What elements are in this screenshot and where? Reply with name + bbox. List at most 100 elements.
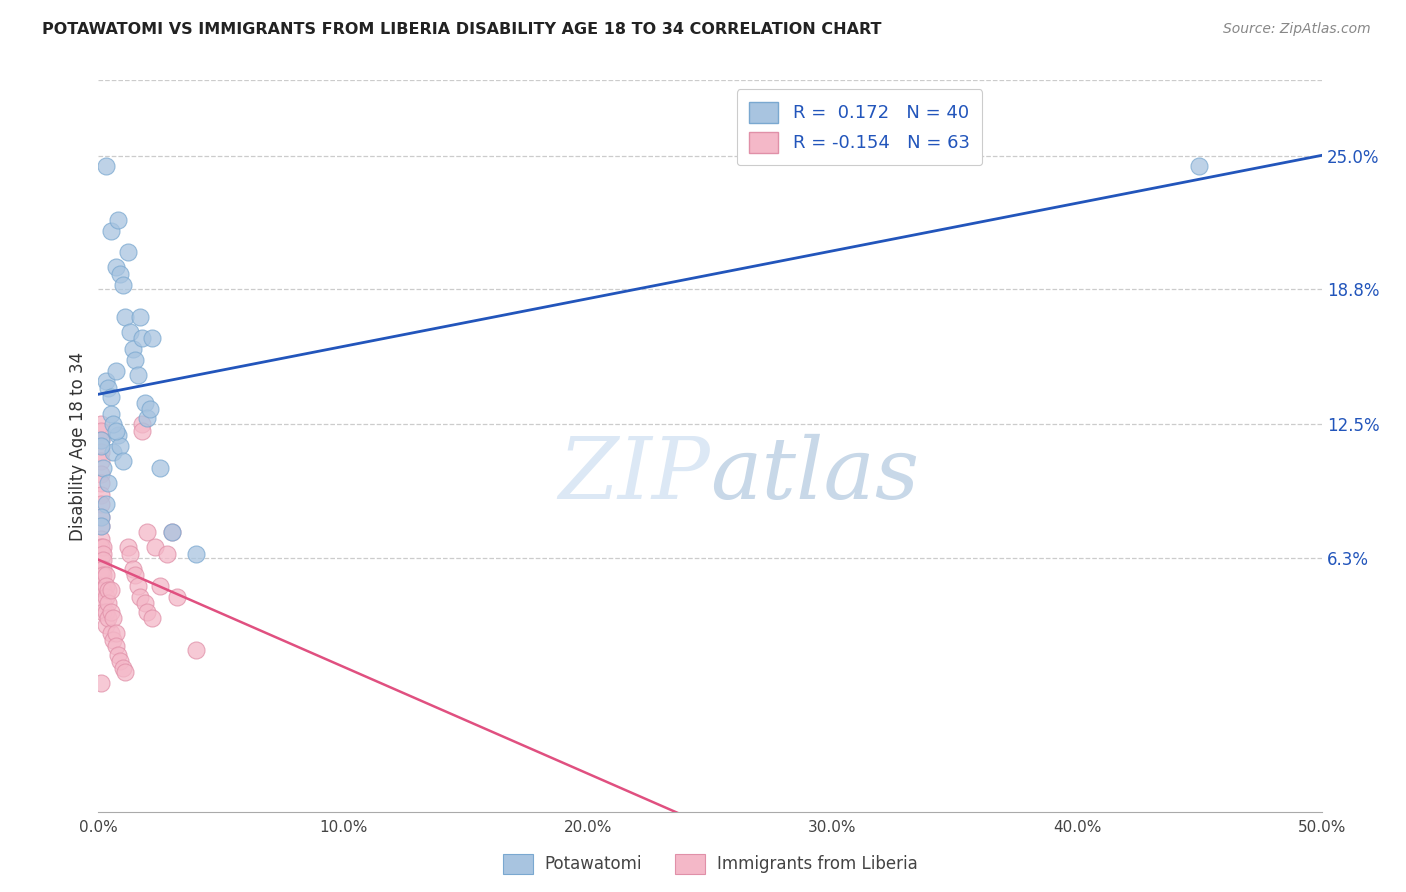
Point bbox=[186, 643, 208, 657]
Point bbox=[107, 648, 129, 662]
Point bbox=[90, 579, 112, 593]
Point bbox=[94, 159, 117, 173]
Point bbox=[156, 547, 179, 561]
Point bbox=[91, 605, 114, 619]
Point bbox=[97, 583, 120, 598]
Point bbox=[121, 561, 143, 575]
Point bbox=[131, 417, 153, 432]
Point bbox=[104, 424, 127, 438]
Point bbox=[101, 611, 124, 625]
Point bbox=[97, 611, 120, 625]
Point bbox=[90, 488, 112, 502]
Point bbox=[90, 433, 112, 447]
Point bbox=[104, 260, 127, 275]
Point bbox=[90, 540, 112, 554]
Point bbox=[91, 460, 114, 475]
Point bbox=[120, 325, 142, 339]
Point bbox=[136, 411, 159, 425]
Point bbox=[91, 561, 114, 575]
Point bbox=[139, 402, 162, 417]
Point bbox=[100, 224, 122, 238]
Point bbox=[121, 342, 143, 356]
Point bbox=[111, 454, 134, 468]
Point bbox=[186, 547, 208, 561]
Point bbox=[90, 475, 112, 490]
Point bbox=[90, 439, 112, 453]
Point bbox=[114, 665, 136, 679]
Point bbox=[134, 396, 156, 410]
Point bbox=[129, 310, 152, 324]
Point bbox=[100, 605, 122, 619]
Point bbox=[110, 439, 132, 453]
Point bbox=[136, 605, 159, 619]
Point bbox=[90, 518, 112, 533]
Point bbox=[101, 445, 124, 459]
Point bbox=[91, 596, 114, 610]
Point bbox=[90, 510, 112, 524]
Text: ZIP: ZIP bbox=[558, 434, 710, 516]
Point bbox=[91, 583, 114, 598]
Point bbox=[100, 626, 122, 640]
Point bbox=[91, 568, 114, 582]
Point bbox=[90, 518, 112, 533]
Point bbox=[90, 497, 112, 511]
Point bbox=[90, 553, 112, 567]
Point bbox=[131, 331, 153, 345]
Point bbox=[149, 460, 172, 475]
Point bbox=[160, 524, 183, 539]
Point bbox=[120, 547, 142, 561]
Point bbox=[97, 596, 120, 610]
Point bbox=[117, 245, 139, 260]
Point bbox=[90, 561, 112, 575]
Point bbox=[124, 568, 146, 582]
Point bbox=[97, 475, 120, 490]
Point bbox=[90, 510, 112, 524]
Point bbox=[1188, 159, 1211, 173]
Point bbox=[100, 407, 122, 421]
Point bbox=[114, 310, 136, 324]
Point bbox=[160, 524, 183, 539]
Point bbox=[94, 590, 117, 604]
Point bbox=[124, 353, 146, 368]
Point bbox=[94, 617, 117, 632]
Point bbox=[90, 532, 112, 546]
Point bbox=[90, 454, 112, 468]
Point bbox=[90, 433, 112, 447]
Point bbox=[111, 660, 134, 674]
Point bbox=[149, 579, 172, 593]
Y-axis label: Disability Age 18 to 34: Disability Age 18 to 34 bbox=[69, 351, 87, 541]
Point bbox=[134, 596, 156, 610]
Point bbox=[143, 540, 166, 554]
Point bbox=[90, 675, 112, 690]
Point bbox=[110, 654, 132, 668]
Point bbox=[100, 390, 122, 404]
Point bbox=[94, 497, 117, 511]
Point bbox=[94, 579, 117, 593]
Point bbox=[141, 331, 163, 345]
Legend: Potawatomi, Immigrants from Liberia: Potawatomi, Immigrants from Liberia bbox=[496, 847, 924, 880]
Point bbox=[97, 381, 120, 395]
Point bbox=[91, 553, 114, 567]
Point bbox=[90, 424, 112, 438]
Point bbox=[101, 632, 124, 647]
Point bbox=[90, 445, 112, 459]
Point bbox=[111, 277, 134, 292]
Text: POTAWATOMI VS IMMIGRANTS FROM LIBERIA DISABILITY AGE 18 TO 34 CORRELATION CHART: POTAWATOMI VS IMMIGRANTS FROM LIBERIA DI… bbox=[42, 22, 882, 37]
Text: Source: ZipAtlas.com: Source: ZipAtlas.com bbox=[1223, 22, 1371, 37]
Point bbox=[136, 524, 159, 539]
Point bbox=[100, 583, 122, 598]
Point bbox=[127, 368, 149, 382]
Point bbox=[104, 639, 127, 653]
Point bbox=[110, 267, 132, 281]
Text: atlas: atlas bbox=[710, 434, 920, 516]
Point bbox=[131, 424, 153, 438]
Point bbox=[104, 626, 127, 640]
Point bbox=[129, 590, 152, 604]
Point bbox=[107, 428, 129, 442]
Point bbox=[91, 547, 114, 561]
Point bbox=[166, 590, 188, 604]
Point bbox=[94, 375, 117, 389]
Point bbox=[101, 417, 124, 432]
Point bbox=[104, 364, 127, 378]
Point bbox=[117, 540, 139, 554]
